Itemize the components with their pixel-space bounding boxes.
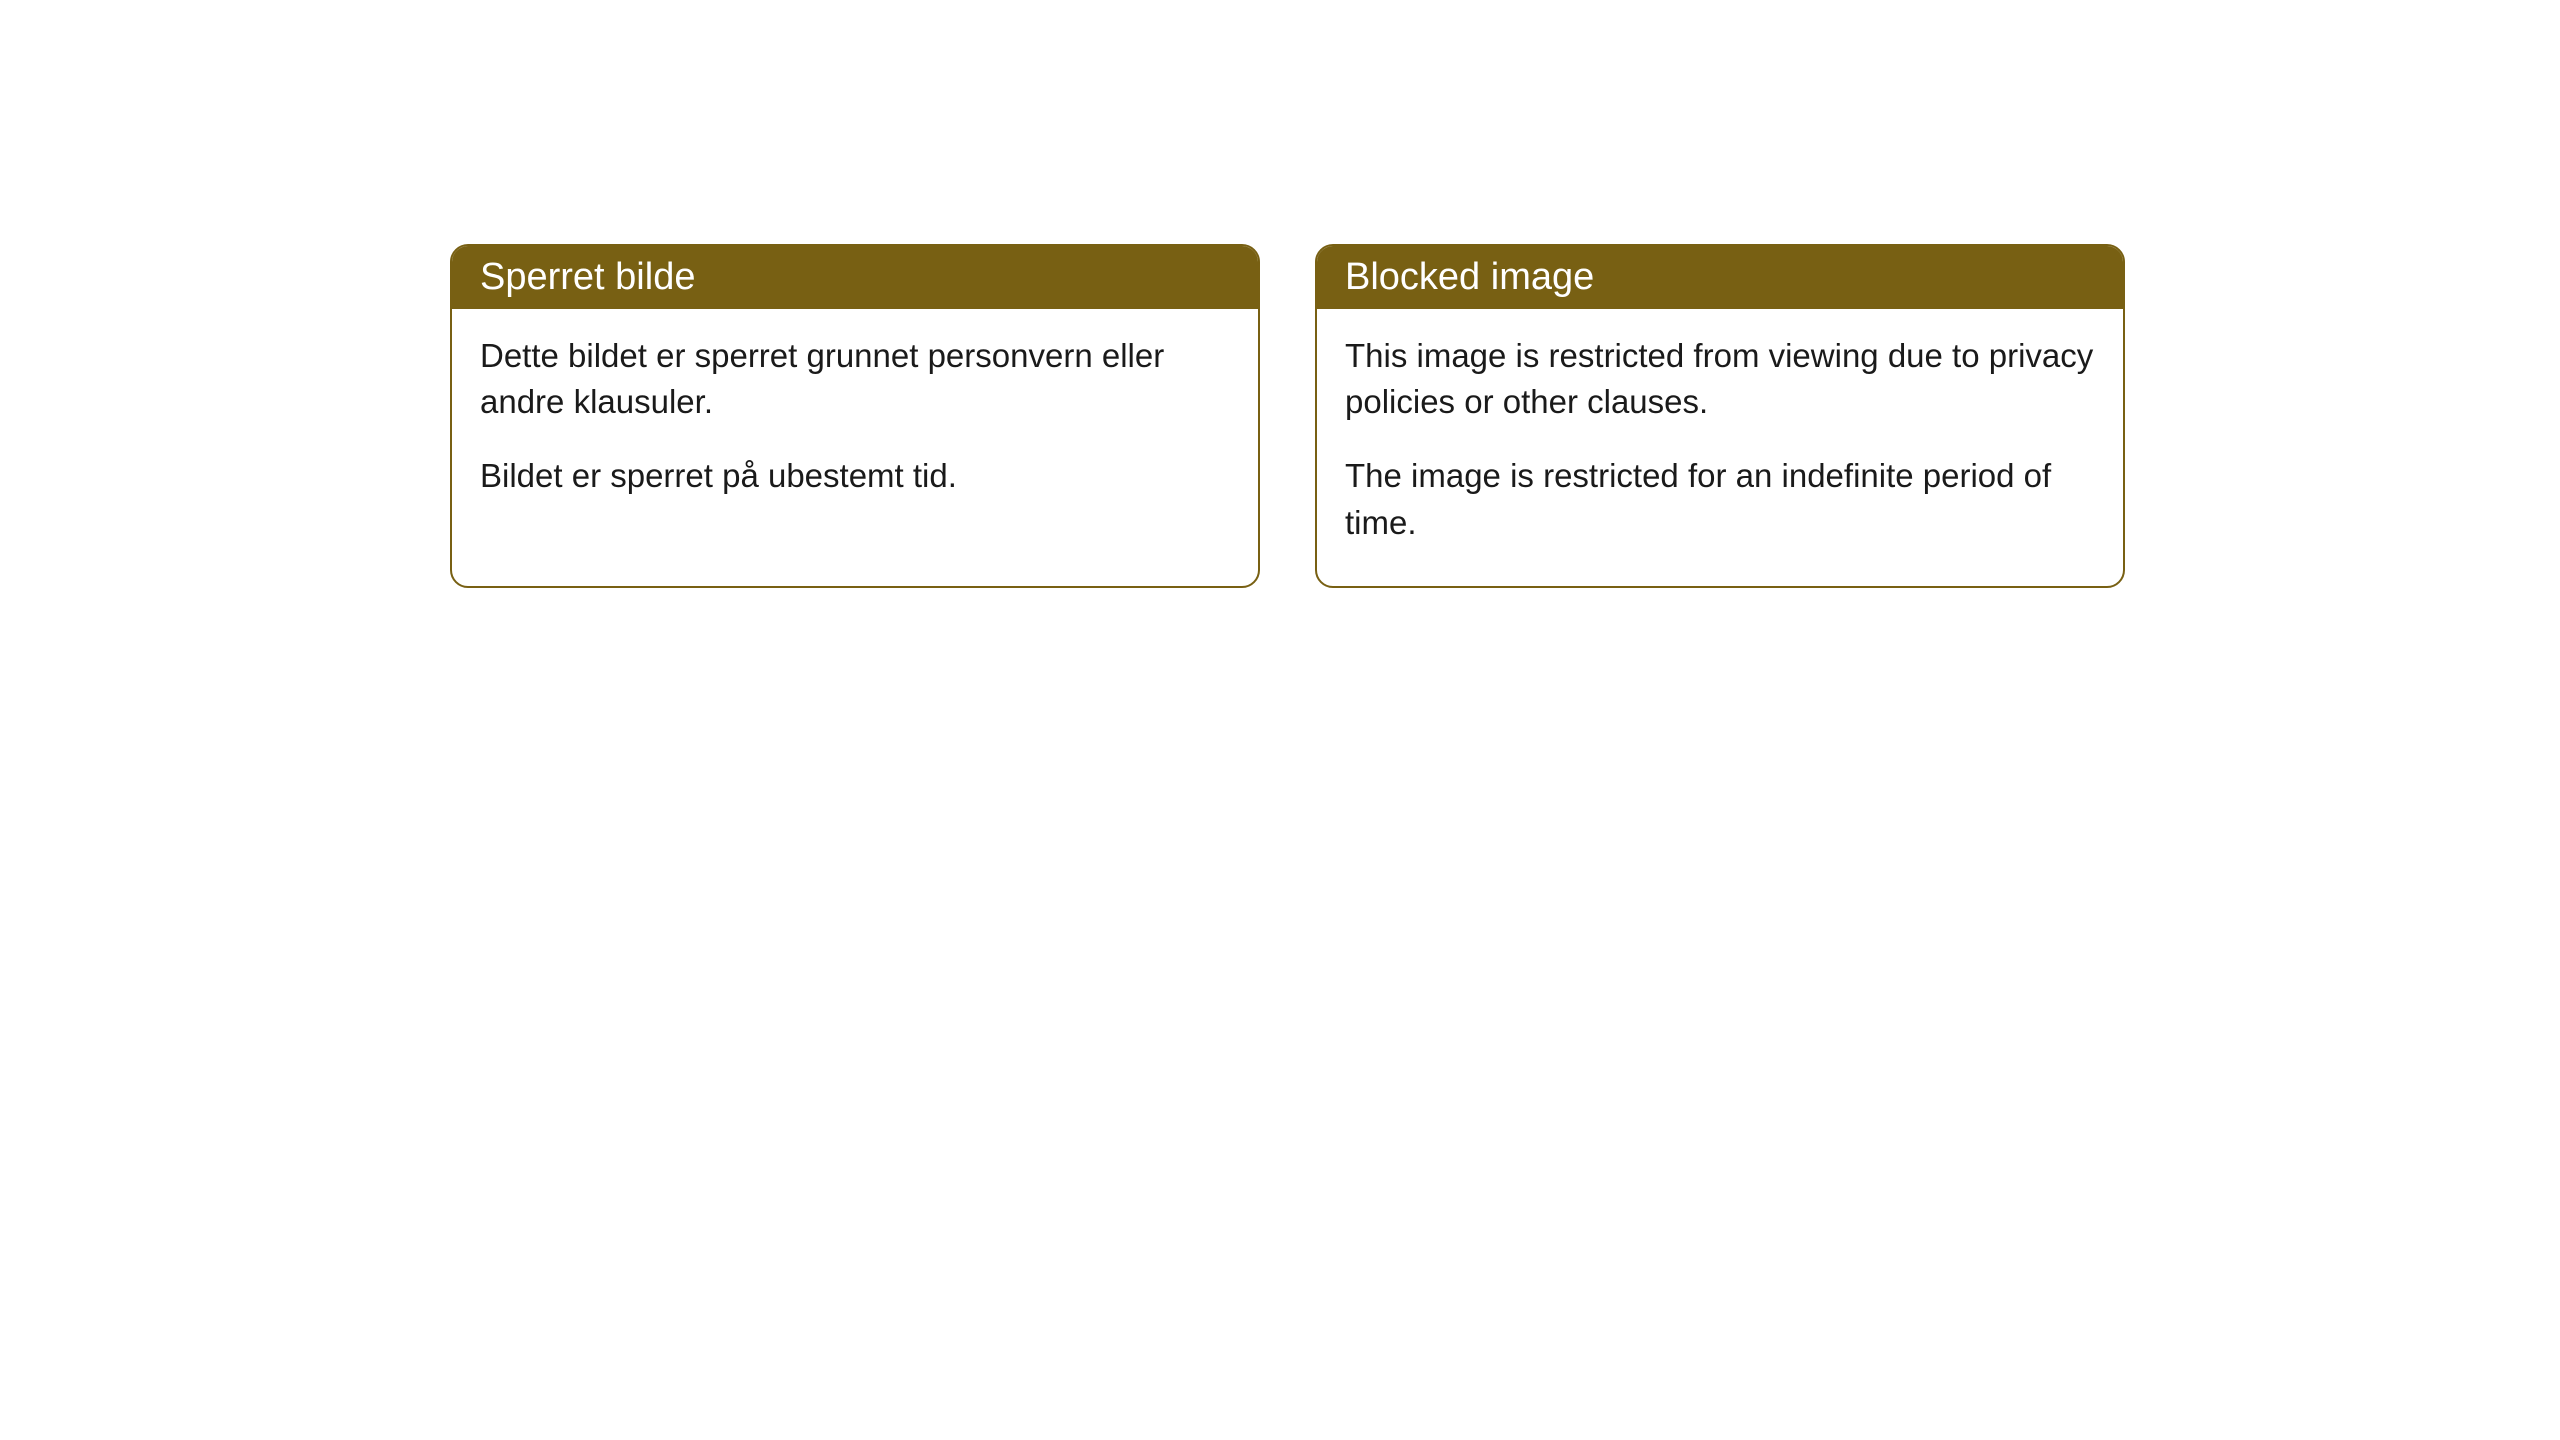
card-header-english: Blocked image [1317, 246, 2123, 309]
card-body-english: This image is restricted from viewing du… [1317, 309, 2123, 586]
card-paragraph: This image is restricted from viewing du… [1345, 333, 2095, 425]
notice-card-norwegian: Sperret bilde Dette bildet er sperret gr… [450, 244, 1260, 588]
card-paragraph: Bildet er sperret på ubestemt tid. [480, 453, 1230, 499]
card-header-norwegian: Sperret bilde [452, 246, 1258, 309]
card-body-norwegian: Dette bildet er sperret grunnet personve… [452, 309, 1258, 540]
notice-card-english: Blocked image This image is restricted f… [1315, 244, 2125, 588]
notice-cards-container: Sperret bilde Dette bildet er sperret gr… [450, 244, 2125, 588]
card-paragraph: The image is restricted for an indefinit… [1345, 453, 2095, 545]
card-paragraph: Dette bildet er sperret grunnet personve… [480, 333, 1230, 425]
